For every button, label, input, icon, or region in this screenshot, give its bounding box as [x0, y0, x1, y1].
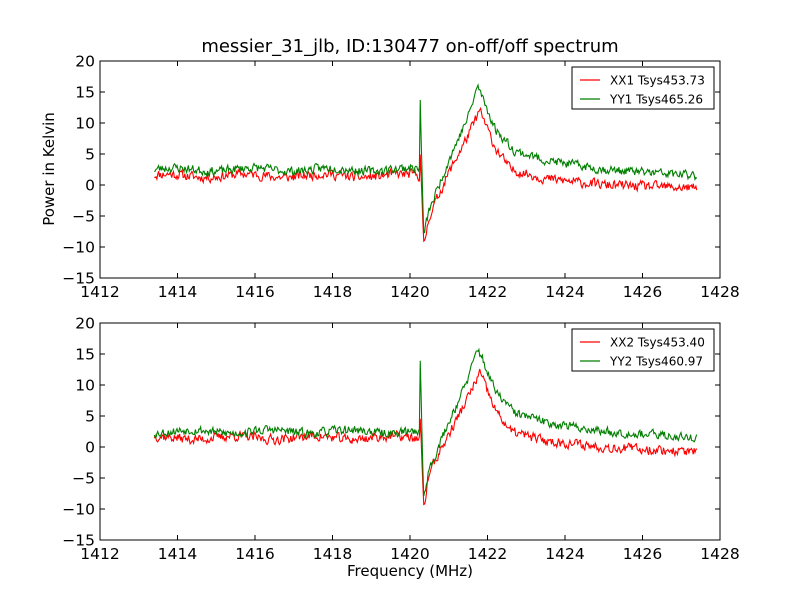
series-line-yy2	[153, 347, 698, 497]
x-axis-label: Frequency (MHz)	[347, 562, 473, 580]
x-tick-label: 1424	[545, 283, 584, 301]
y-axis-label: Power in Kelvin	[40, 112, 58, 226]
x-tick-label: 1426	[623, 545, 662, 563]
y-tick-label: 10	[75, 115, 95, 133]
x-tick-label: 1424	[545, 545, 584, 563]
top-panel: messier_31_jlb, ID:130477 on-off/off spe…	[40, 36, 740, 301]
x-tick-label: 1426	[623, 283, 662, 301]
y-tick-label: 5	[85, 146, 95, 164]
x-tick-label: 1412	[80, 545, 119, 563]
x-tick-label: 1418	[313, 545, 352, 563]
legend-entry: YY1 Tsys465.26	[609, 93, 703, 107]
y-tick-label: 5	[85, 408, 95, 426]
x-tick-label: 1412	[80, 283, 119, 301]
y-tick-label: 10	[75, 377, 95, 395]
y-tick-label: 15	[75, 84, 95, 102]
x-tick-label: 1416	[235, 545, 274, 563]
x-tick-label: 1418	[313, 283, 352, 301]
bottom-panel: Frequency (MHz) 1412 1414 1416 1418 1420 1422…	[62, 315, 739, 581]
y-tick-label: 0	[85, 439, 95, 457]
legend-box	[571, 328, 715, 372]
y-tick-label: 20	[75, 53, 95, 71]
y-tick-label: 20	[75, 315, 95, 333]
legend-entry: XX1 Tsys453.73	[610, 74, 705, 88]
y-tick-label: −15	[62, 270, 95, 288]
y-tick-label: −5	[72, 470, 95, 488]
x-tick-label: 1420	[390, 545, 429, 563]
y-tick-label: −10	[62, 501, 95, 519]
x-tick-label: 1422	[468, 545, 507, 563]
legend-box	[571, 66, 715, 110]
y-tick-label: −10	[62, 239, 95, 257]
y-tick-label: −15	[62, 532, 95, 550]
series-line-yy1	[154, 83, 698, 234]
legend: XX1 Tsys453.73 YY1 Tsys465.26	[571, 66, 715, 110]
y-tick-label: 15	[75, 346, 95, 364]
legend-entry: YY2 Tsys460.97	[609, 355, 703, 369]
legend-entry: XX2 Tsys453.40	[610, 336, 705, 350]
x-tick-label: 1422	[468, 283, 507, 301]
x-tick-label: 1428	[700, 545, 739, 563]
x-tick-label: 1428	[700, 283, 739, 301]
x-tick-label: 1414	[158, 283, 197, 301]
x-tick-label: 1414	[158, 545, 197, 563]
legend: XX2 Tsys453.40 YY2 Tsys460.97	[571, 328, 715, 372]
x-tick-label: 1420	[390, 283, 429, 301]
y-tick-label: 0	[85, 177, 95, 195]
x-tick-label: 1416	[235, 283, 274, 301]
y-tick-label: −5	[72, 208, 95, 226]
chart-title: messier_31_jlb, ID:130477 on-off/off spe…	[201, 36, 618, 57]
series-line-xx1	[154, 106, 698, 243]
